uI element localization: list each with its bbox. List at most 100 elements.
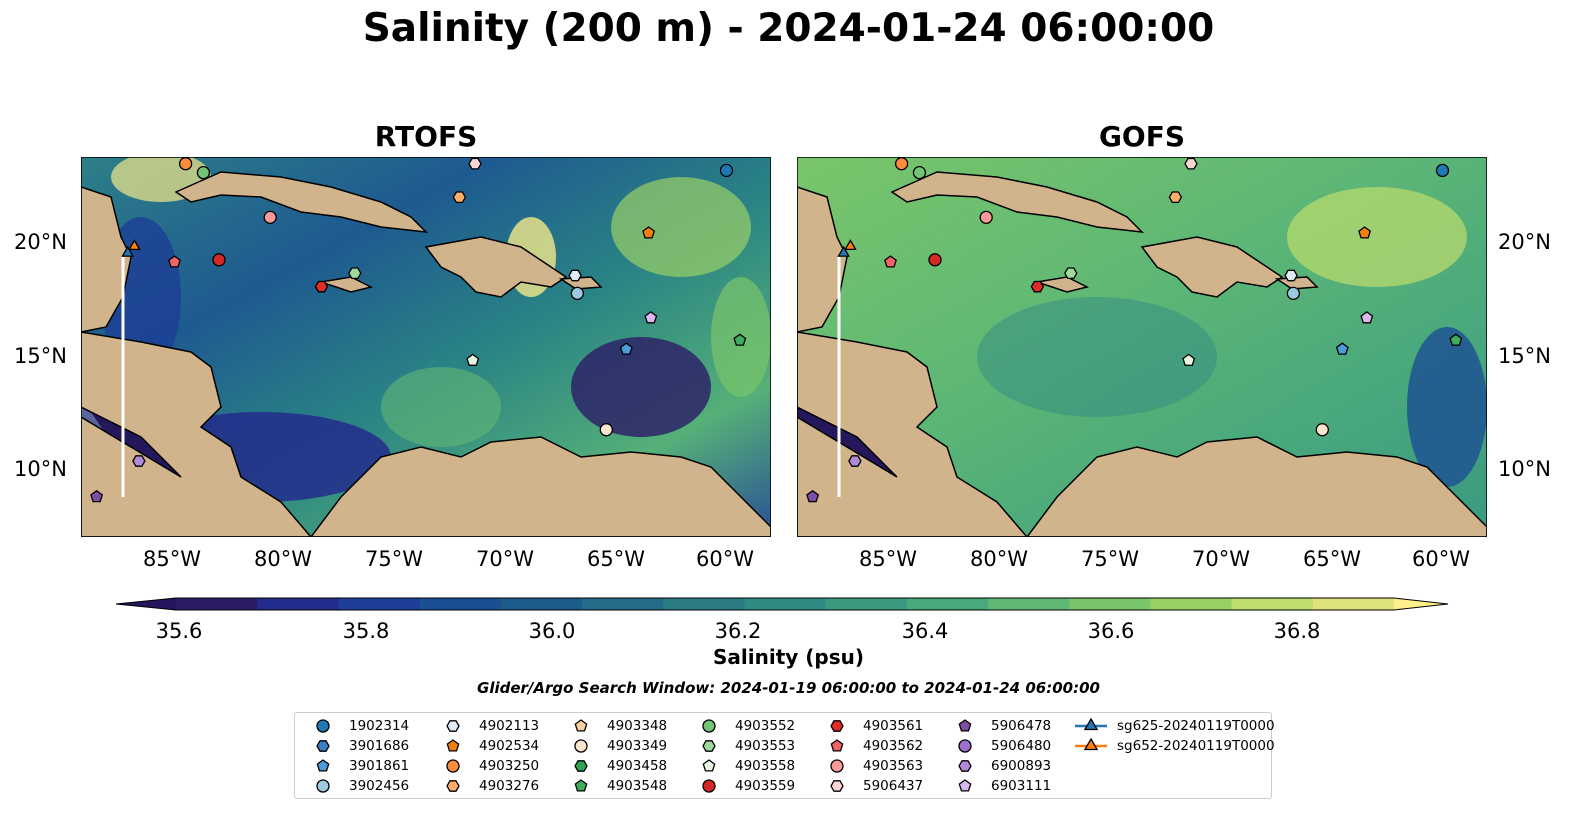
marker-4903552: [196, 165, 211, 180]
colorbar-bin: [500, 598, 583, 610]
marker-sg652-20240119T0000: [844, 239, 857, 251]
marker-3902456: [570, 286, 585, 301]
legend-label: 4903563: [863, 758, 924, 774]
colorbar-bin: [663, 598, 745, 610]
marker-sg652-20240119T0000: [128, 239, 141, 251]
marker-5906437: [468, 157, 482, 170]
marker-4902534: [1358, 226, 1372, 239]
marker-4903563: [979, 210, 993, 225]
legend-marker-icon: [830, 780, 844, 792]
colorbar-tick-36-0: 36.0: [528, 619, 576, 643]
colorbar-label: Salinity (psu): [712, 645, 864, 669]
colorbar-bin: [744, 598, 827, 610]
legend-marker-icon: [574, 739, 588, 753]
marker-4903548: [733, 333, 747, 346]
marker-3901861: [619, 342, 633, 355]
map-panel-gofs: [797, 157, 1487, 537]
legend-label: 4903250: [479, 758, 540, 774]
legend-marker-icon: [958, 719, 972, 732]
legend-label: sg625-20240119T0000: [1117, 718, 1275, 734]
marker-4902113: [1284, 269, 1298, 282]
colorbar-tick-35-6: 35.6: [155, 619, 203, 643]
legend-label: 6903111: [991, 778, 1052, 794]
legend-marker-icon: [316, 719, 330, 733]
legend-marker-icon: [316, 759, 330, 772]
marker-4903349: [599, 423, 613, 437]
legend-label: 4902534: [479, 738, 540, 754]
marker-4903561: [314, 280, 329, 293]
marker-4903562: [168, 255, 181, 268]
colorbar-bin: [1150, 598, 1233, 610]
legend-label: 4903276: [479, 778, 540, 794]
colorbar-bin: [906, 598, 989, 610]
marker-4903563: [263, 210, 277, 225]
legend-label: 4903558: [735, 758, 796, 774]
marker-4903349: [1315, 423, 1329, 437]
legend-label: sg652-20240119T0000: [1117, 738, 1275, 754]
legend-marker-icon: [316, 779, 330, 793]
legend-label: 1902314: [349, 718, 410, 734]
legend-label: 4902113: [479, 718, 540, 734]
legend-marker-icon: [830, 739, 844, 752]
colorbar-max-extend: [1394, 598, 1448, 610]
marker-4903276: [1168, 191, 1183, 204]
colorbar-bin: [1312, 598, 1395, 610]
lon-tick-rtofs-80w: 80°W: [254, 547, 312, 571]
search-window-caption: Glider/Argo Search Window: 2024-01-19 06…: [477, 679, 1100, 697]
lon-tick-rtofs-65w: 65°W: [587, 547, 645, 571]
panel-title-gofs: GOFS: [1098, 120, 1186, 153]
lon-tick-rtofs-75w: 75°W: [365, 547, 423, 571]
legend-label: 4903553: [735, 738, 796, 754]
legend-marker-icon: [316, 740, 330, 752]
legend-marker-icon: [1075, 737, 1107, 751]
marker-1902314: [719, 163, 734, 178]
lon-tick-gofs-75w: 75°W: [1081, 547, 1139, 571]
legend-label: 4903458: [607, 758, 668, 774]
lon-tick-rtofs-85w: 85°W: [143, 547, 201, 571]
legend-label: 5906480: [991, 738, 1052, 754]
figure-title: Salinity (200 m) - 2024-01-24 06:00:00: [362, 6, 1215, 51]
legend-label: 5906478: [991, 718, 1052, 734]
lon-tick-gofs-85w: 85°W: [859, 547, 917, 571]
colorbar-tick-36-6: 36.6: [1087, 619, 1135, 643]
legend-marker-icon: [830, 720, 844, 732]
legend-marker-icon: [702, 719, 716, 733]
legend-label: 4903548: [607, 778, 668, 794]
legend-marker-icon: [574, 779, 588, 792]
marker-5906478: [90, 489, 104, 503]
marker-4903276: [452, 191, 467, 204]
marker-4903558: [1182, 353, 1196, 366]
legend-marker-icon: [446, 759, 460, 773]
legend-label: 3901861: [349, 758, 410, 774]
legend-marker-icon: [958, 760, 972, 772]
legend: 1902314 3901686 3901861 3902456 4902113 49025…: [294, 712, 1275, 799]
colorbar-bin: [988, 598, 1070, 610]
marker-4903553: [1064, 267, 1078, 280]
colorbar-tick-36-8: 36.8: [1273, 619, 1321, 643]
colorbar-bin: [338, 598, 421, 610]
marker-6900893: [132, 455, 146, 467]
lat-tick-left-10n: 10°N: [14, 457, 67, 481]
colorbar: [116, 597, 1449, 611]
map-panel-rtofs: [81, 157, 771, 537]
marker-4903561: [1030, 280, 1045, 293]
lat-tick-right-15n: 15°N: [1498, 344, 1551, 368]
legend-marker-icon: [702, 740, 716, 752]
marker-1902314: [1435, 163, 1450, 178]
legend-label: 4903552: [735, 718, 796, 734]
marker-sg625-20240119T0000: [121, 245, 135, 257]
legend-label: 3902456: [349, 778, 410, 794]
marker-5906478: [806, 489, 820, 503]
lon-tick-gofs-80w: 80°W: [970, 547, 1028, 571]
legend-marker-icon: [958, 779, 972, 792]
colorbar-min-extend: [116, 598, 176, 610]
marker-3902456: [1286, 286, 1301, 301]
legend-marker-icon: [574, 719, 588, 732]
marker-4903559: [212, 253, 226, 267]
legend-marker-icon: [446, 739, 460, 752]
legend-marker-icon: [702, 759, 716, 772]
legend-label: 4903349: [607, 738, 668, 754]
legend-label: 4903559: [735, 778, 796, 794]
marker-4903559: [928, 253, 942, 267]
marker-4903552: [912, 165, 927, 180]
